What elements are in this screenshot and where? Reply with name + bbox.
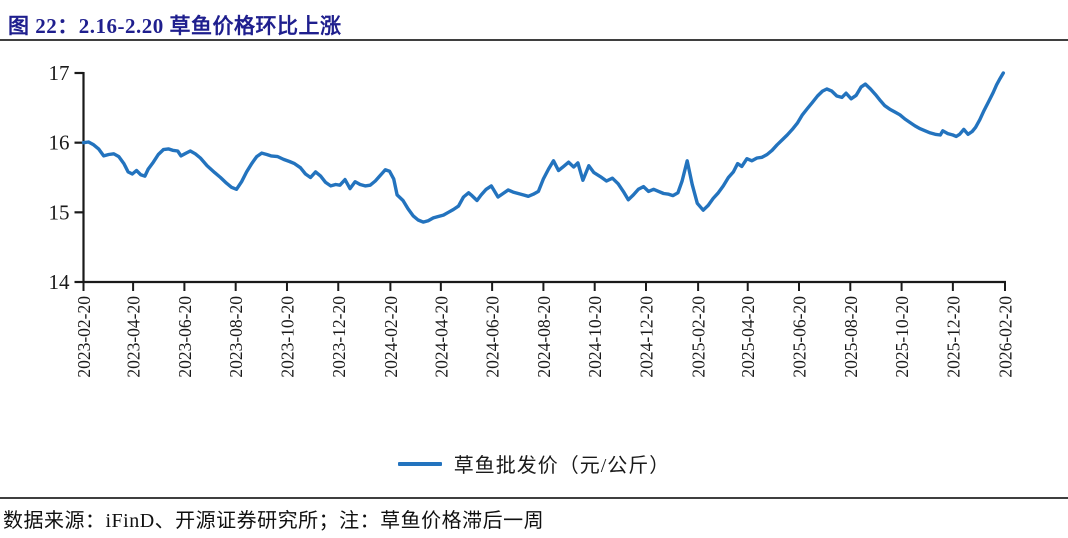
x-tick-label: 2026-02-20 xyxy=(996,296,1016,378)
x-tick-label: 2025-06-20 xyxy=(790,296,810,378)
y-tick-label: 17 xyxy=(49,61,70,85)
x-tick-label: 2024-04-20 xyxy=(431,296,451,378)
data-source-note: 数据来源：iFinD、开源证券研究所；注：草鱼价格滞后一周 xyxy=(3,510,545,532)
x-tick-label: 2025-12-20 xyxy=(943,296,963,378)
x-tick-label: 2023-04-20 xyxy=(124,296,144,378)
x-tick-label: 2025-04-20 xyxy=(738,296,758,378)
x-tick-label: 2024-06-20 xyxy=(483,296,503,378)
y-tick-label: 14 xyxy=(49,270,71,294)
x-tick-label: 2023-12-20 xyxy=(329,296,349,378)
legend-series-label: 草鱼批发价（元/公斤） xyxy=(453,455,671,477)
chart-legend: 草鱼批发价（元/公斤） xyxy=(0,449,1068,478)
x-tick-label: 2024-12-20 xyxy=(636,296,656,378)
figure-title: 图 22：2.16-2.20 草鱼价格环比上涨 xyxy=(8,14,342,38)
x-tick-label: 2023-08-20 xyxy=(226,296,246,378)
x-tick-label: 2024-10-20 xyxy=(585,296,605,378)
legend-line-swatch xyxy=(397,461,442,466)
x-tick-label: 2023-06-20 xyxy=(175,296,195,378)
y-tick-label: 16 xyxy=(49,131,70,155)
x-tick-label: 2025-10-20 xyxy=(892,296,912,378)
title-divider xyxy=(0,39,1068,41)
x-tick-label: 2024-02-20 xyxy=(381,296,401,378)
x-tick-label: 2023-02-20 xyxy=(74,296,94,378)
x-tick-label: 2025-02-20 xyxy=(689,296,709,378)
price-series-line xyxy=(81,71,1005,224)
x-tick-label: 2025-08-20 xyxy=(841,296,861,378)
x-tick-label: 2024-08-20 xyxy=(534,296,554,378)
y-tick-label: 15 xyxy=(49,200,70,224)
x-tick-label: 2023-10-20 xyxy=(277,296,297,378)
footer-divider xyxy=(0,497,1068,499)
